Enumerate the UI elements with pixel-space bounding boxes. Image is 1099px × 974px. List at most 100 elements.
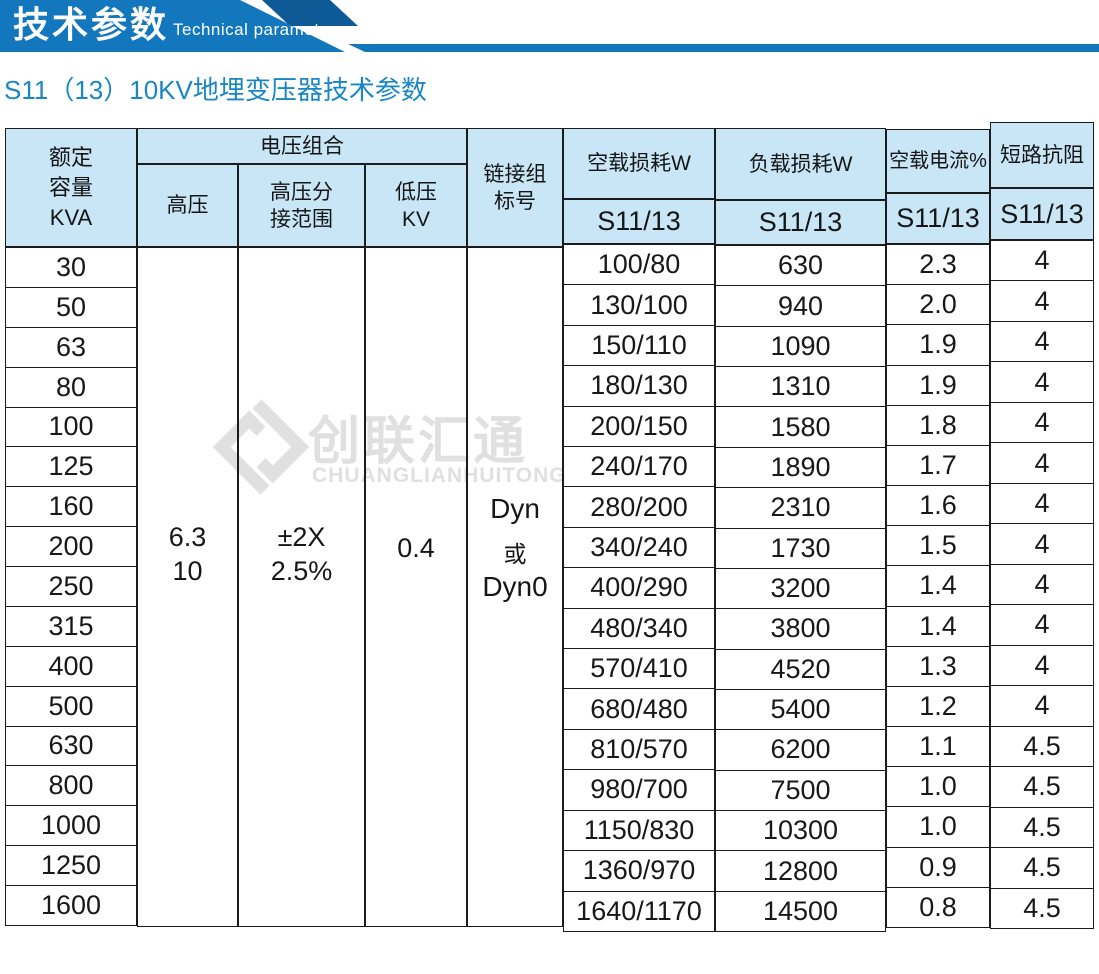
table-cell: 50 [6,288,136,328]
table-cell: 4 [991,281,1093,322]
header-label: S11/13 [597,206,681,236]
load-loss-column-rows: 630 940 1090 1310 1580 1890 2310 1730 3200 3800 45… [715,245,886,932]
table-cell: 1360/970 [564,851,714,892]
table-cell: 4 [991,322,1093,363]
value-line: ±2X [277,522,326,552]
header-model-impedance: S11/13 [990,188,1094,240]
header-line: 低压 [395,180,437,204]
table-cell: 1.8 [887,406,989,446]
table-cell: 940 [716,286,885,327]
value-line: 10 [172,556,203,586]
table-cell: 340/240 [564,528,714,569]
table-cell: 4 [991,443,1093,484]
banner-ribbon-graphic [0,0,1099,52]
table-cell: 3200 [716,569,885,610]
table-cell: 2.0 [887,285,989,326]
table-cell: 4 [991,362,1093,403]
cell-low-voltage-value: 0.4 [365,247,467,927]
table-cell: 1.3 [887,647,989,687]
table-cell: 1.4 [887,566,989,607]
table-cell: 180/130 [564,366,714,407]
page-title: S11（13）10KV地埋变压器技术参数 [4,75,427,105]
cell-tap-range-value: ±2X 2.5% [238,247,365,927]
table-cell: 0.9 [887,848,989,888]
header-label: S11/13 [758,207,843,237]
table-cell: 1890 [716,448,885,489]
header-high-voltage: 高压 [137,164,238,247]
value-line: 2.5% [270,556,333,586]
table-cell: 200/150 [564,407,714,448]
table-cell: 4 [991,524,1093,565]
header-tap-range: 高压分 接范围 [238,164,365,247]
header-line: 标号 [494,189,536,213]
value-line: Dyn [490,493,540,524]
header-model-no-load: S11/13 [563,199,715,244]
table-cell: 1.9 [887,366,989,406]
table-cell: 400/290 [564,568,714,609]
table-cell: 1.1 [887,727,989,768]
table-cell: 150/110 [564,326,714,367]
table-cell: 4 [991,565,1093,606]
value-line: 0.4 [397,533,435,563]
table-cell: 100/80 [564,245,714,286]
table-cell: 130/100 [564,285,714,326]
table-cell: 1.9 [887,325,989,366]
banner-stripe [348,44,1099,52]
header-rated-capacity: 额定 容量 KVA [5,128,137,247]
table-cell: 315 [6,607,136,647]
table-cell: 2310 [716,488,885,529]
value-line: Dyn0 [482,571,548,602]
banner-title: 技术参数 [13,4,170,45]
header-label: 空载电流% [889,149,987,172]
header-label: 短路抗阻 [1000,143,1084,167]
table-cell: 4.5 [1023,892,1061,923]
header-voltage-combination: 电压组合 [137,128,467,164]
table-cell: 400 [6,647,136,687]
impedance-column-rows: 4 4 4 4 4 4 4 4 4 4 4 4 4.5 4.5 4.5 4.5 4.5 [990,240,1094,929]
table-cell: 1640/1170 [576,895,702,926]
table-cell: 980/700 [564,770,714,811]
table-cell: 4 [991,403,1093,444]
interlocked-diamond-icon [212,399,310,495]
table-cell: 1.5 [887,526,989,567]
cell-high-voltage-value: 6.3 10 [137,247,238,927]
table-cell: 160 [6,487,136,528]
header-model-current: S11/13 [886,193,990,244]
table-cell: 4.5 [991,727,1093,768]
table-cell: 125 [6,447,136,488]
table-cell: 14500 [762,895,839,926]
table-cell: 2.3 [887,245,989,286]
no-load-current-column-rows: 2.3 2.0 1.9 1.9 1.8 1.7 1.6 1.5 1.4 1.4 1.3 1.2 1.1 1… [886,244,990,928]
header-load-loss: 负载损耗W [715,128,886,200]
banner-main-shape [0,0,345,52]
table-cell: 1580 [716,407,885,448]
cell-vector-group-value: Dyn 或 Dyn0 [467,247,563,927]
table-cell: 800 [6,766,136,807]
header-label: 负载损耗W [748,152,853,176]
header-line: 额定 [48,144,93,170]
table-cell: 1730 [716,529,885,569]
no-load-loss-column-rows: 100/80 130/100 150/110 180/130 200/150 240/17… [563,244,715,932]
table-cell: 200 [6,527,136,567]
table-cell: 500 [6,687,136,727]
header-low-voltage: 低压 KV [365,164,467,247]
header-line: 高压分 [270,180,333,204]
table-cell: 80 [6,368,136,408]
table-cell: 280/200 [564,487,714,528]
header-no-load-current: 空载电流% [886,129,990,193]
table-cell: 5400 [716,690,885,731]
header-label: 空载损耗W [587,152,691,175]
table-cell: 1150/830 [564,811,714,852]
table-cell: 1090 [716,327,885,368]
watermark-logo [212,398,310,496]
table-cell: 4 [991,646,1093,687]
header-no-load-loss: 空载损耗W [563,128,715,199]
table-cell: 1.7 [887,446,989,487]
banner-dark-wedge [262,0,358,26]
table-cell: 1.2 [887,687,989,728]
header-impedance: 短路抗阻 [990,122,1094,188]
header-label: 高压 [166,194,209,217]
header-line: 接范围 [270,207,333,231]
